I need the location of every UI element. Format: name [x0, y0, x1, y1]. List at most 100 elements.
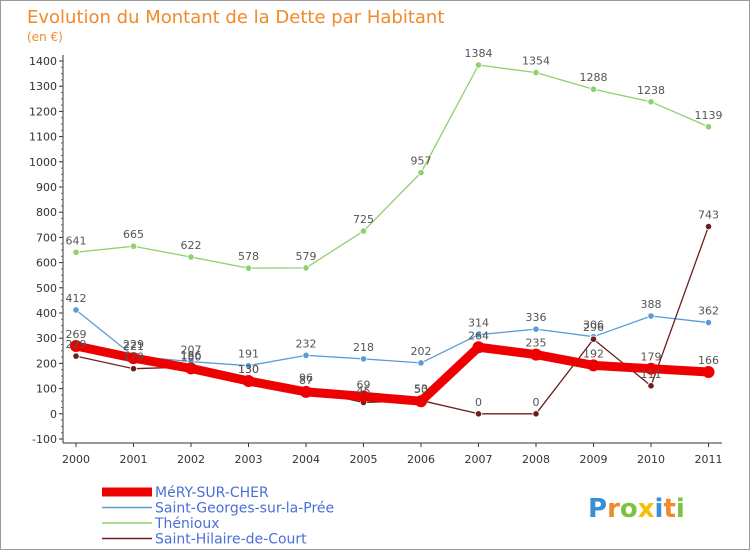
y-tick-label: 1400 — [29, 55, 57, 68]
data-label: 388 — [641, 298, 662, 311]
legend-label: Saint-Hilaire-de-Court — [155, 532, 307, 548]
legend-label: MéRY-SUR-CHER — [155, 485, 269, 501]
data-label: 166 — [698, 354, 719, 367]
data-label: 192 — [583, 347, 604, 360]
y-tick-label: 1200 — [29, 105, 57, 118]
data-point — [704, 123, 713, 131]
data-label: 264 — [468, 329, 489, 342]
data-label: 45 — [357, 384, 371, 397]
chart-title: Evolution du Montant de la Dette par Hab… — [27, 7, 444, 28]
data-label: 130 — [238, 363, 259, 376]
data-point — [704, 318, 713, 327]
data-point — [70, 340, 82, 353]
data-point — [72, 306, 80, 314]
data-label: 336 — [526, 311, 547, 324]
data-label: 96 — [299, 372, 313, 385]
y-tick-label: 700 — [36, 231, 57, 244]
data-label: 207 — [181, 344, 202, 357]
data-point — [302, 351, 310, 359]
data-point — [645, 362, 657, 375]
data-label: 229 — [123, 338, 144, 351]
y-tick-label: 600 — [36, 257, 57, 270]
data-point — [359, 227, 368, 235]
data-label: 641 — [66, 234, 87, 247]
data-label: 1354 — [522, 55, 550, 68]
data-label: 578 — [238, 250, 259, 263]
data-label: 218 — [353, 341, 374, 354]
data-label: 232 — [296, 337, 317, 350]
data-point — [300, 385, 312, 398]
logo-letter: x — [638, 494, 655, 524]
logo-letter: i — [676, 494, 685, 524]
x-tick-label: 2009 — [580, 453, 608, 466]
data-label: 665 — [123, 228, 144, 241]
x-tick-label: 2000 — [62, 453, 90, 466]
logo-letter: i — [655, 494, 664, 524]
data-point — [702, 365, 715, 378]
logo-letter: o — [620, 494, 638, 524]
data-label: 1288 — [580, 71, 608, 84]
y-tick-label: -100 — [32, 433, 57, 446]
x-tick-label: 2008 — [522, 453, 550, 466]
data-point — [474, 61, 483, 69]
data-label: 221 — [123, 340, 144, 353]
x-tick-label: 2004 — [292, 453, 320, 466]
data-label: 50 — [414, 383, 428, 396]
y-tick-label: 300 — [36, 332, 57, 345]
series-line — [71, 341, 713, 406]
data-point — [647, 382, 655, 390]
y-tick-label: 0 — [50, 408, 57, 421]
data-point — [415, 395, 427, 408]
data-label: 53 — [414, 382, 428, 395]
chart-unit: (en €) — [27, 30, 63, 44]
data-point — [185, 362, 197, 375]
x-tick-label: 2002 — [177, 453, 205, 466]
series-group — [70, 61, 715, 418]
data-point — [129, 242, 138, 250]
data-label: 1384 — [465, 47, 493, 60]
data-label: 412 — [66, 292, 87, 305]
series-line — [75, 64, 710, 269]
x-tick-label: 2001 — [120, 453, 148, 466]
data-point — [417, 359, 425, 367]
legend-label: Saint-Georges-sur-la-Prée — [155, 501, 334, 517]
y-tick-label: 200 — [36, 357, 57, 370]
y-tick-label: 100 — [36, 383, 57, 396]
logo-letter: P — [588, 494, 607, 524]
series-line — [75, 309, 710, 367]
logo-letter: r — [607, 494, 620, 524]
data-point — [417, 169, 425, 177]
data-label: 179 — [641, 351, 662, 364]
data-point — [587, 359, 600, 372]
data-label: 1238 — [637, 84, 665, 97]
data-point — [532, 68, 540, 77]
data-point — [647, 98, 655, 106]
y-tick-label: 400 — [36, 307, 57, 320]
data-labels: 641 665 622 578 579 725 957 1384 1354 1288 1238 113… — [66, 47, 723, 409]
data-point — [187, 253, 195, 261]
data-label: 111 — [641, 368, 662, 381]
proxiti-logo: Proxiti — [588, 494, 685, 524]
data-point — [532, 325, 540, 333]
x-tick-label: 2011 — [695, 453, 723, 466]
data-label: 235 — [526, 337, 547, 350]
data-point — [704, 222, 713, 231]
x-tick-label: 2007 — [465, 453, 493, 466]
logo-letter: t — [663, 494, 675, 524]
data-point — [244, 264, 253, 272]
data-label: 725 — [353, 213, 374, 226]
y-tick-label: 500 — [36, 282, 57, 295]
series-line — [75, 225, 710, 415]
data-label: 191 — [238, 348, 259, 361]
data-point — [302, 264, 310, 272]
data-point — [72, 248, 80, 256]
data-point — [244, 362, 253, 370]
data-label: 622 — [181, 239, 202, 252]
x-tick-label: 2010 — [637, 453, 665, 466]
data-label: 0 — [475, 396, 482, 409]
data-label: 229 — [66, 338, 87, 351]
data-label: 314 — [468, 317, 489, 330]
data-point — [242, 375, 255, 388]
legend: MéRY-SUR-CHERSaint-Georges-sur-la-PréeTh… — [102, 485, 334, 548]
